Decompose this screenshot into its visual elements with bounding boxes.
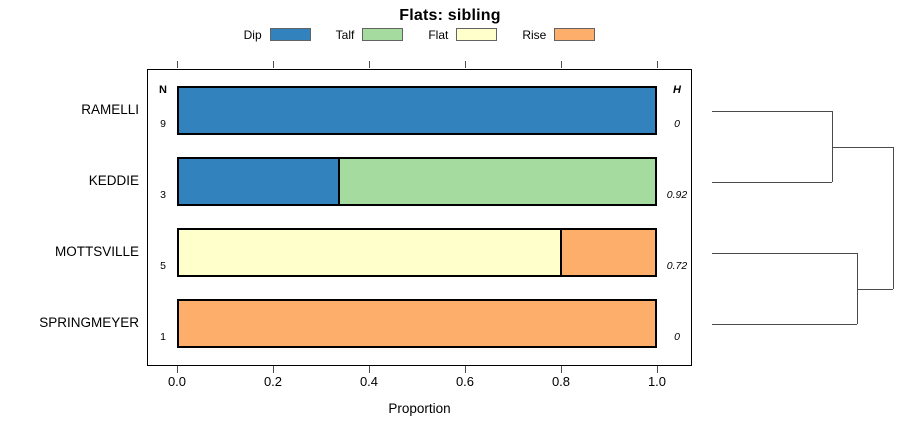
legend-item: Flat [428,27,498,42]
plot-border [147,69,692,366]
dendrogram-line [712,111,832,112]
axis-tick [657,61,658,68]
axis-tick [369,61,370,68]
legend-swatch [362,28,404,41]
bar-segment-talf [337,159,655,204]
bar [177,157,657,206]
dendrogram-line [712,324,857,325]
legend-label: Talf [335,27,355,42]
dendrogram-line [857,289,893,290]
bar-segment-dip [179,88,655,133]
dendrogram-line [857,253,858,324]
axis-tick-label: 0.8 [551,374,571,389]
axis-tick-label: 0.2 [263,374,283,389]
dendrogram-line [712,253,857,254]
dendrogram-line [832,147,893,148]
axis-tick-label: 1.0 [647,374,667,389]
h-column-header: H [673,84,681,96]
legend-swatch [554,28,596,41]
legend-swatch [456,28,498,41]
y-axis-label: RAMELLI [81,101,139,117]
dendrogram-line [893,147,894,289]
n-value: 5 [160,260,166,272]
x-axis-title: Proportion [388,401,451,416]
bar-segment-dip [179,159,338,204]
axis-tick-label: 0.0 [167,374,187,389]
axis-tick [465,366,466,373]
axis-tick [273,61,274,68]
n-value: 3 [160,189,166,201]
legend: Dip Talf Flat Rise [147,26,692,43]
bar [177,228,657,277]
legend-item: Rise [522,27,596,42]
bar-segment-rise [179,301,655,346]
axis-tick [561,61,562,68]
axis-tick [369,366,370,373]
bar-segment-flat [179,230,560,275]
h-value: 0.92 [666,189,688,201]
legend-item: Dip [244,28,311,42]
bar-segment-rise [559,230,655,275]
axis-tick [657,366,658,373]
chart-title: Flats: sibling [399,7,501,24]
h-value: 0 [674,118,680,130]
legend-label: Flat [428,27,449,42]
n-value: 9 [160,118,166,130]
legend-label: Dip [243,27,262,42]
axis-tick [177,61,178,68]
axis-tick [273,366,274,373]
h-value: 0.72 [666,260,688,272]
n-column-header: N [159,84,167,96]
axis-tick [177,366,178,373]
dendrogram-line [712,182,832,183]
legend-item: Talf [336,28,404,42]
axis-tick-label: 0.4 [359,374,379,389]
legend-swatch [269,28,311,41]
y-axis-label: MOTTSVILLE [54,243,139,259]
axis-tick [561,366,562,373]
legend-label: Rise [522,27,547,42]
axis-tick [465,61,466,68]
y-axis-label: KEDDIE [88,172,139,188]
h-value: 0 [674,331,680,343]
n-value: 1 [160,331,166,343]
bar [177,299,657,348]
axis-tick-label: 0.6 [455,374,475,389]
bar [177,86,657,135]
y-axis-label: SPRINGMEYER [39,314,139,330]
dendrogram-line [832,111,833,182]
